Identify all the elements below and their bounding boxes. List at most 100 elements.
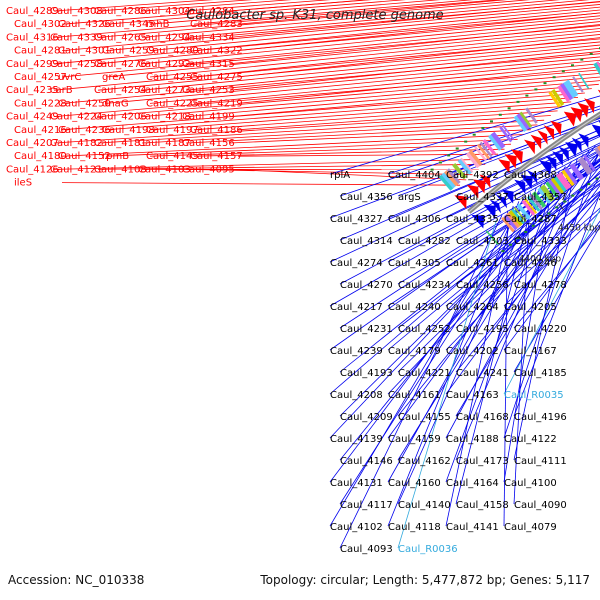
forward-connector (185, 0, 590, 38)
reverse-gene-label: Caul_4117 (340, 500, 393, 511)
reverse-gene-label: Caul_4287 (504, 214, 557, 225)
reverse-connector (329, 196, 525, 527)
reverse-gene-label: Caul_4357 (514, 192, 567, 203)
forward-connector (97, 15, 600, 65)
forward-gene-label: Caul_4258 (50, 59, 103, 70)
forward-connector (105, 92, 585, 131)
reverse-gene-label: Caul_4196 (514, 412, 567, 423)
reverse-gene-label: Caul_4241 (456, 368, 509, 379)
forward-connector (185, 47, 600, 91)
reverse-gene-label: Caul_4314 (340, 236, 393, 247)
reverse-gene-label: Caul_4179 (388, 346, 441, 357)
gc-skew-outer-track (430, 47, 600, 171)
forward-connector (61, 53, 600, 104)
forward-gene-label: Caul_4182 (50, 138, 103, 149)
forward-connector (97, 0, 531, 38)
forward-gene-label: Caul_4281 (14, 46, 67, 57)
forward-connector (237, 0, 508, 25)
forward-gene-label: Caul_4103 (138, 164, 191, 175)
forward-gene-label: rnhB (146, 19, 170, 30)
forward-connector (237, 66, 600, 104)
reverse-connector (445, 184, 600, 395)
reverse-gene-label: Caul_4146 (340, 456, 393, 467)
forward-connector (61, 182, 461, 186)
forward-gene-label: Caul_4228 (14, 98, 67, 109)
forward-connector (61, 134, 525, 157)
reverse-gene-label: Caul_4303 (456, 236, 509, 247)
forward-gene-label: Caul_4302 (14, 19, 67, 30)
reverse-connector (397, 172, 600, 329)
forward-connector (97, 115, 551, 144)
reverse-connector (503, 190, 600, 263)
reverse-gene-label: Caul_4333 (514, 236, 567, 247)
reverse-gene-label: Caul_4234 (398, 280, 451, 291)
kbp-tick-label: 4450 kbp (558, 224, 600, 234)
reverse-gene-label: Caul_4168 (456, 412, 509, 423)
forward-gene-label: Caul_4265 (94, 32, 147, 43)
forward-connector (141, 0, 292, 12)
forward-connector (185, 0, 331, 12)
forward-connector (185, 80, 600, 117)
forward-gene-label: rpmB (102, 151, 129, 162)
reverse-gene-label: Caul_4356 (340, 192, 393, 203)
reverse-gene-label: Caul_4100 (504, 478, 557, 489)
forward-gene-label: Caul_4218 (138, 112, 191, 123)
forward-gene-label: Caul_4292 (138, 59, 191, 70)
reverse-connector (387, 170, 600, 395)
reverse-gene-label: Caul_4278 (514, 280, 567, 291)
reverse-gene-label: Caul_4118 (388, 522, 441, 533)
reverse-gene-label: Caul_4220 (514, 324, 567, 335)
reverse-gene-label: Caul_4164 (446, 478, 499, 489)
forward-connector (61, 88, 592, 131)
reverse-gene-label: Caul_4195 (456, 324, 509, 335)
forward-gene-label: Caul_4216 (14, 125, 67, 136)
reverse-gene-label: Caul_4252 (398, 324, 451, 335)
forward-connector (141, 44, 600, 91)
reverse-gene-label: Caul_4368 (504, 170, 557, 181)
reverse-gene-label: Caul_4205 (504, 302, 557, 313)
forward-gene-label: Caul_4276 (94, 59, 147, 70)
cog-band-inner (485, 145, 600, 246)
forward-gene-label: Caul_4186 (190, 125, 243, 136)
forward-connector (237, 106, 565, 131)
reverse-connector (397, 120, 600, 197)
rna-gene-label: Caul_R0035 (504, 390, 564, 401)
reverse-connector (387, 166, 566, 483)
forward-connector (149, 6, 600, 51)
forward-gene-label: Caul_4308 (50, 6, 103, 17)
reverse-connector (513, 192, 531, 505)
forward-gene-label: Caul_4316 (6, 32, 59, 43)
forward-connector (149, 143, 512, 157)
reverse-connector (387, 172, 600, 351)
forward-gene-label: Caul_4299 (6, 59, 59, 70)
reverse-connector (455, 153, 584, 461)
forward-gene-label: Caul_4301 (58, 46, 111, 57)
forward-gene-label: greA (102, 72, 125, 83)
forward-gene-label: Caul_4273 (138, 85, 191, 96)
reverse-connector (513, 192, 600, 417)
reverse-gene-label: Caul_4140 (398, 500, 451, 511)
reverse-connector (503, 210, 508, 527)
reverse-gene-label: Caul_4155 (398, 412, 451, 423)
reverse-gene-label: Caul_4159 (388, 434, 441, 445)
reverse-gene-label: Caul_4282 (398, 236, 451, 247)
accession-text: Accession: NC_010338 (8, 573, 145, 587)
forward-gene-label: carB (50, 85, 73, 96)
reverse-gene-label: Caul_4261 (446, 258, 499, 269)
forward-gene-label: Caul_4315 (182, 59, 235, 70)
forward-gene-label: Caul_4257 (14, 72, 67, 83)
reverse-gene-label: Caul_4090 (514, 500, 567, 511)
forward-gene-label: Caul_4219 (190, 98, 243, 109)
forward-gene-label: Caul_4095 (182, 164, 235, 175)
forward-connector (105, 56, 600, 104)
reverse-gene-label: argS (398, 192, 421, 203)
forward-connector (53, 0, 500, 38)
forward-connector (61, 25, 600, 78)
reverse-gene-label: Caul_4305 (388, 258, 441, 269)
forward-gene-label: Caul_4294 (138, 32, 191, 43)
forward-gene-label: Caul_4157 (190, 151, 243, 162)
reverse-gene-label: Caul_4185 (514, 368, 567, 379)
forward-connector (149, 97, 579, 131)
forward-gene-label: Caul_4206 (94, 112, 147, 123)
reverse-gene-label: Caul_4161 (388, 390, 441, 401)
